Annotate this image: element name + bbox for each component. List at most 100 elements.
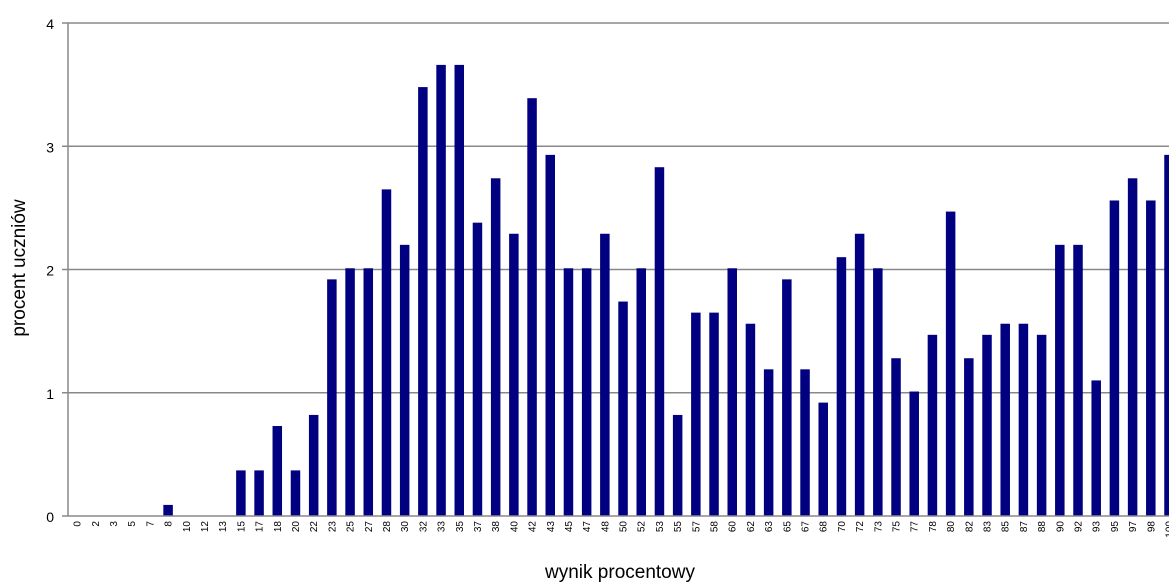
bar [727,268,737,516]
bar [345,268,355,516]
x-tick-label: 75 [892,521,903,533]
bar [1000,324,1010,516]
y-tick-label: 0 [46,509,54,525]
x-tick-label: 33 [437,521,448,533]
x-tick-label: 10 [182,521,193,533]
x-tick-label: 7 [145,521,156,527]
x-tick-label: 3 [109,521,120,527]
x-axis-title: wynik procentowy [544,562,695,583]
bar [1037,335,1047,516]
x-tick-label: 30 [400,521,411,533]
bar [291,470,301,516]
bar [982,335,992,516]
x-tick-label: 20 [291,521,302,533]
x-tick-label: 5 [127,521,138,527]
y-tick-label: 4 [46,16,54,32]
x-tick-label: 28 [382,521,393,533]
bar [909,392,919,516]
bar [546,155,556,516]
bar [964,358,974,516]
x-tick-label: 97 [1128,521,1139,533]
bar [764,369,774,516]
x-tick-label: 38 [491,521,502,533]
x-tick-label: 27 [364,521,375,533]
bar [491,178,501,516]
bar [873,268,883,516]
x-tick-label: 95 [1110,521,1121,533]
x-tick-label: 88 [1037,521,1048,533]
x-tick-label: 0 [73,521,84,527]
bar [527,98,537,516]
bar [1019,324,1029,516]
bar [746,324,756,516]
bar [618,302,628,516]
x-tick-label: 55 [673,521,684,533]
bar [364,268,374,516]
x-tick-label: 98 [1146,521,1157,533]
x-tick-label: 23 [327,521,338,533]
bars [163,65,1169,516]
x-tick-label: 67 [801,521,812,533]
x-tick-label: 77 [910,521,921,533]
bar [582,268,592,516]
x-tick-label: 73 [873,521,884,533]
x-tick-label: 87 [1019,521,1030,533]
x-tick-label: 2 [91,521,102,527]
x-tick-label: 58 [710,521,721,533]
y-tick-label: 3 [46,139,54,155]
x-tick-label: 78 [928,521,939,533]
x-tick-label: 37 [473,521,484,533]
x-tick-label: 100 [1165,521,1169,538]
bar [1073,245,1083,516]
bar [800,369,810,516]
bar [254,470,264,516]
bar [436,65,446,516]
bar [1164,155,1169,516]
x-tick-label: 45 [564,521,575,533]
x-tick-label: 52 [637,521,648,533]
bar [600,234,610,516]
bar [418,87,428,516]
bar [709,313,719,516]
bar [818,403,828,516]
x-tick-label: 13 [218,521,229,533]
bar [891,358,901,516]
bar [855,234,865,516]
x-tick-label: 90 [1055,521,1066,533]
x-tick-label: 50 [619,521,630,533]
x-tick-label: 80 [946,521,957,533]
x-tick-label: 40 [509,521,520,533]
bar [691,313,701,516]
x-tick-label: 93 [1092,521,1103,533]
x-tick-label: 65 [782,521,793,533]
x-tick-label: 12 [200,521,211,533]
bar [1055,245,1065,516]
bar [673,415,683,516]
bar [1110,200,1120,516]
x-tick-label: 82 [964,521,975,533]
bar [509,234,519,516]
x-tick-label: 48 [600,521,611,533]
x-tick-label: 15 [236,521,247,533]
bar [564,268,574,516]
bar [1091,380,1101,516]
bar [655,167,665,516]
x-tick-label: 85 [1001,521,1012,533]
x-tick-label: 63 [764,521,775,533]
x-tick-label: 42 [528,521,539,533]
x-tick-label: 25 [346,521,357,533]
x-tick-label: 83 [983,521,994,533]
bar [309,415,319,516]
x-tick-label: 68 [819,521,830,533]
bar [946,212,956,516]
x-tick-label: 60 [728,521,739,533]
bar [273,426,283,516]
bar [473,223,483,516]
x-tick-label: 17 [255,521,266,533]
bar [1128,178,1138,516]
bar [236,470,246,516]
x-tick-label: 62 [746,521,757,533]
